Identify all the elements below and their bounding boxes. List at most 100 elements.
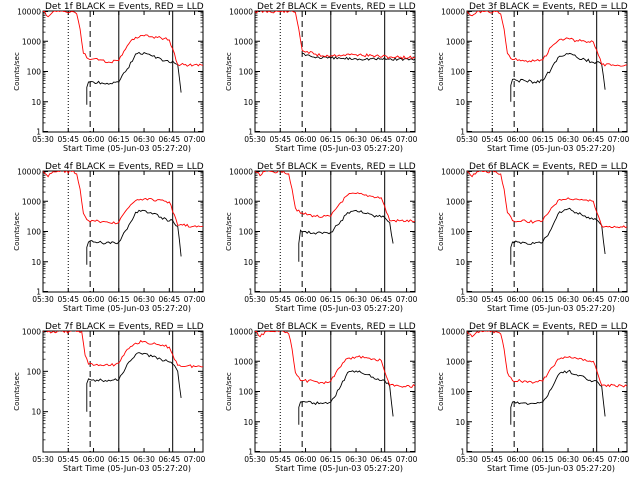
x-tick-label: 06:15 [108,295,130,304]
panel-title: Det 3f BLACK = Events, RED = LLD [469,2,628,12]
y-tick-label: 100 [239,228,254,237]
y-tick-label: 100 [239,388,254,397]
x-tick-label: 06:30 [133,135,155,144]
x-axis-label: Start Time (05-Jun-03 05:27:20) [63,304,191,313]
y-tick-label: 10000 [229,8,253,17]
x-tick-label: 05:45 [269,135,291,144]
x-tick-label: 06:00 [507,455,529,464]
x-tick-label: 06:00 [507,295,529,304]
x-tick-label: 05:30 [244,295,266,304]
panel-title: Det 9f BLACK = Events, RED = LLD [469,322,628,332]
chart-panel-8: Det 8f BLACK = Events, RED = LLD 05:30 05:… [225,322,418,473]
y-tick-label: 10 [455,98,465,107]
x-tick-label: 06:15 [532,295,554,304]
x-tick-label: 06:15 [532,135,554,144]
y-tick-label: 1000 [234,357,253,366]
y-axis-label: Counts/sec [437,372,445,411]
x-tick-label: 05:30 [32,295,54,304]
series-group [255,331,415,425]
y-tick-label: 1 [248,448,253,457]
series-line-events [302,52,415,61]
panel-title: Det 4f BLACK = Events, RED = LLD [45,162,204,172]
x-tick-label: 06:15 [320,135,342,144]
series-line-events [510,207,606,265]
x-tick-label: 07:00 [396,295,418,304]
y-tick-label: 10 [31,408,41,417]
y-tick-label: 1000 [234,197,253,206]
y-axis-label: Counts/sec [437,212,445,251]
y-tick-label: 10 [243,98,253,107]
series-group [467,331,627,425]
series-line-events [510,369,606,425]
x-tick-label: 06:45 [371,295,393,304]
chart-panel-1: Det 1f BLACK = Events, RED = LLD 05:30 05:… [13,2,206,153]
y-tick-label: 10000 [441,328,465,337]
y-tick-label: 10 [455,258,465,267]
y-tick-label: 100 [451,388,466,397]
x-tick-label: 06:15 [320,295,342,304]
x-tick-label: 06:30 [133,295,155,304]
x-tick-label: 07:00 [184,295,206,304]
x-tick-label: 06:15 [108,455,130,464]
x-tick-label: 06:45 [371,455,393,464]
x-tick-label: 05:30 [244,135,266,144]
y-axis-label: Counts/sec [13,372,21,411]
x-tick-label: 05:45 [481,455,503,464]
x-axis-label: Start Time (05-Jun-03 05:27:20) [487,464,615,473]
panel-title: Det 8f BLACK = Events, RED = LLD [257,322,416,332]
series-line-lld [255,11,415,60]
panel-title: Det 7f BLACK = Events, RED = LLD [45,322,204,332]
y-axis-label: Counts/sec [225,372,233,411]
series-line-lld [43,11,203,67]
y-tick-label: 10 [31,258,41,267]
x-tick-label: 05:30 [456,455,478,464]
panel-title: Det 5f BLACK = Events, RED = LLD [257,162,416,172]
x-tick-label: 05:30 [244,455,266,464]
chart-panel-2: Det 2f BLACK = Events, RED = LLD 05:30 05:… [225,2,418,153]
y-tick-label: 1000 [446,37,465,46]
x-axis-label: Start Time (05-Jun-03 05:27:20) [275,144,403,153]
x-tick-label: 06:45 [583,455,605,464]
series-line-lld [43,171,203,228]
y-tick-label: 1000 [22,328,41,337]
x-tick-label: 06:30 [345,295,367,304]
x-tick-label: 06:45 [159,135,181,144]
y-axis-label: Counts/sec [13,52,21,91]
series-line-lld [255,331,415,388]
y-tick-label: 10000 [441,8,465,17]
x-tick-label: 05:45 [269,295,291,304]
panel-title: Det 6f BLACK = Events, RED = LLD [469,162,628,172]
x-tick-label: 05:45 [57,295,79,304]
y-tick-label: 10 [243,258,253,267]
y-axis-label: Counts/sec [225,212,233,251]
y-axis-label: Counts/sec [437,52,445,91]
y-tick-label: 1000 [234,37,253,46]
series-line-events [86,352,182,412]
x-tick-label: 06:30 [345,135,367,144]
x-axis-label: Start Time (05-Jun-03 05:27:20) [487,304,615,313]
series-line-events [86,51,182,105]
x-tick-label: 05:30 [32,455,54,464]
series-group [467,171,627,265]
x-axis-label: Start Time (05-Jun-03 05:27:20) [487,144,615,153]
y-tick-label: 1 [36,288,41,297]
x-tick-label: 06:45 [159,295,181,304]
x-tick-label: 06:00 [295,135,317,144]
plot-frame [42,330,204,453]
y-tick-label: 1 [248,128,253,137]
y-tick-label: 100 [27,68,42,77]
series-group [43,171,203,265]
x-tick-label: 06:00 [83,135,105,144]
y-tick-label: 1000 [22,197,41,206]
x-tick-label: 07:00 [396,135,418,144]
y-tick-label: 10000 [229,168,253,177]
x-tick-label: 06:45 [583,135,605,144]
series-group [467,11,627,102]
x-tick-label: 06:45 [159,455,181,464]
x-tick-label: 07:00 [184,135,206,144]
x-tick-label: 06:45 [583,295,605,304]
y-tick-label: 100 [239,68,254,77]
series-line-lld [43,331,203,369]
x-axis-label: Start Time (05-Jun-03 05:27:20) [63,464,191,473]
